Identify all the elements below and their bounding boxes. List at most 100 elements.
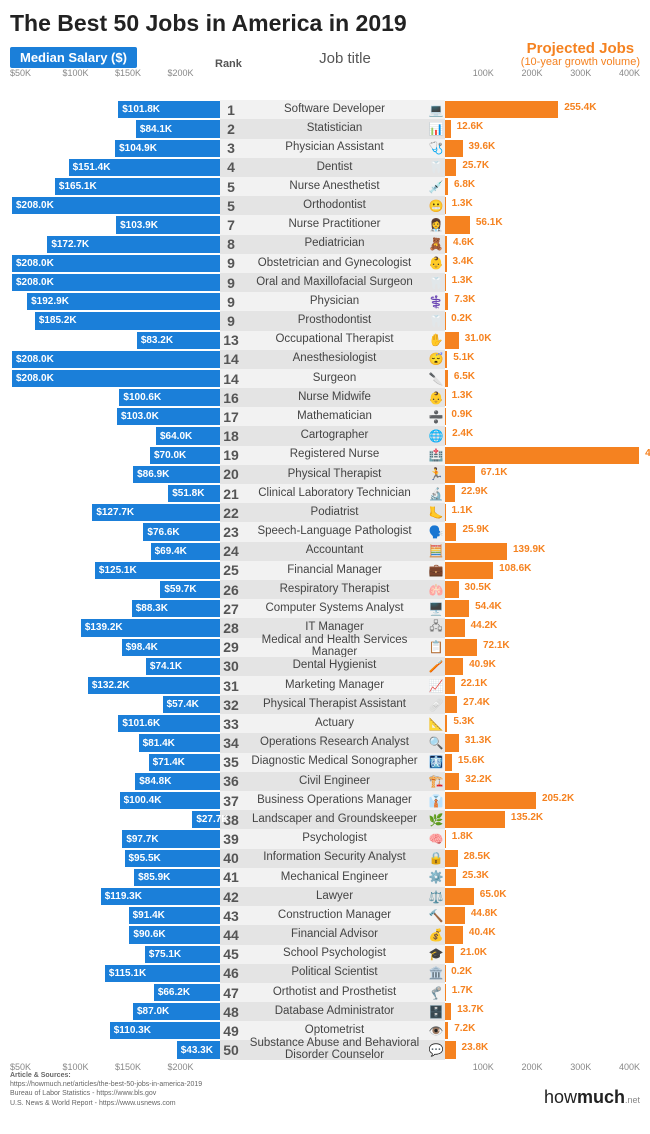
projected-cell: 25.3K <box>445 868 640 887</box>
job-icon: ⚕️ <box>427 293 445 311</box>
projected-cell: 2.4K <box>445 426 640 445</box>
mid-cell: 2Statistician📊 <box>220 119 445 138</box>
rank: 3 <box>220 140 242 156</box>
projected-label: 5.3K <box>449 716 474 727</box>
salary-cell: $76.6K <box>10 522 220 541</box>
projected-cell: 25.7K <box>445 158 640 177</box>
mid-cell: 31Marketing Manager📈 <box>220 676 445 695</box>
job-title: Medical and Health Services Manager <box>242 635 427 658</box>
mid-cell: 16Nurse Midwife👶 <box>220 388 445 407</box>
mid-cell: 23Speech-Language Pathologist🗣️ <box>220 522 445 541</box>
salary-label: $132.2K <box>88 680 134 691</box>
rank: 26 <box>220 582 242 598</box>
source-line: Bureau of Labor Statistics - https://www… <box>10 1090 156 1097</box>
job-row: $69.4K24Accountant🧮139.9K <box>10 542 640 561</box>
job-icon: 🪥 <box>427 657 445 675</box>
salary-bar: $90.6K <box>129 926 220 943</box>
salary-cell: $132.2K <box>10 676 220 695</box>
job-title: Financial Advisor <box>242 929 427 941</box>
salary-label: $74.1K <box>146 661 186 672</box>
salary-label: $84.1K <box>136 124 176 135</box>
mid-cell: 18Cartographer🌐 <box>220 426 445 445</box>
mid-cell: 1Software Developer💻 <box>220 100 445 119</box>
salary-cell: $66.2K <box>10 983 220 1002</box>
projected-bar <box>445 389 446 406</box>
mid-cell: 47Orthotist and Prosthetist🦿 <box>220 983 445 1002</box>
projected-cell: 3.4K <box>445 254 640 273</box>
rank: 5 <box>220 198 242 214</box>
salary-label: $103.9K <box>116 220 162 231</box>
salary-cell: $59.7K <box>10 580 220 599</box>
job-row: $165.1K5Nurse Anesthetist💉6.8K <box>10 177 640 196</box>
salary-label: $208.0K <box>12 258 58 269</box>
projected-label: 44.8K <box>467 908 498 919</box>
projected-cell: 30.5K <box>445 580 640 599</box>
job-icon: 🦷 <box>427 312 445 330</box>
projected-label: 13.7K <box>453 1004 484 1015</box>
projected-bar <box>445 869 456 886</box>
projected-bar <box>445 677 455 694</box>
projected-cell: 4.6K <box>445 235 640 254</box>
salary-label: $27.7K <box>192 814 232 825</box>
job-icon: ⚙️ <box>427 868 445 886</box>
mid-cell: 22Podiatrist🦶 <box>220 503 445 522</box>
mid-cell: 13Occupational Therapist✋ <box>220 331 445 350</box>
salary-bar: $27.7K <box>192 811 220 828</box>
projected-label: 25.3K <box>458 870 489 881</box>
logo-net: .net <box>625 1095 640 1105</box>
salary-cell: $103.9K <box>10 215 220 234</box>
job-title: Orthodontist <box>242 200 427 212</box>
salary-label: $192.9K <box>27 296 73 307</box>
job-icon: 🩹 <box>427 696 445 714</box>
salary-cell: $208.0K <box>10 273 220 292</box>
rank: 27 <box>220 601 242 617</box>
projected-label: 1.7K <box>448 985 473 996</box>
salary-label: $100.4K <box>120 795 166 806</box>
salary-bar: $103.9K <box>116 216 220 233</box>
projected-label: 31.3K <box>461 735 492 746</box>
salary-bar: $83.2K <box>137 332 220 349</box>
salary-cell: $151.4K <box>10 158 220 177</box>
salary-bar: $43.3K <box>177 1041 220 1058</box>
rank: 44 <box>220 927 242 943</box>
salary-legend: Median Salary ($) <box>10 47 137 68</box>
job-title: Optometrist <box>242 1025 427 1037</box>
projected-label: 30.5K <box>461 582 492 593</box>
job-icon: ⚖️ <box>427 888 445 906</box>
job-icon: 🦷 <box>427 274 445 292</box>
projected-bar <box>445 581 459 598</box>
projected-label: 27.4K <box>459 697 490 708</box>
salary-label: $165.1K <box>55 181 101 192</box>
source-line: https://howmuch.net/articles/the-best-50… <box>10 1081 202 1088</box>
job-title: Civil Engineer <box>242 776 427 788</box>
mid-cell: 5Orthodontist😬 <box>220 196 445 215</box>
salary-bar: $110.3K <box>110 1022 220 1039</box>
salary-cell: $115.1K <box>10 964 220 983</box>
projected-label: 44.2K <box>467 620 498 631</box>
mid-cell: 4Dentist🦷 <box>220 158 445 177</box>
job-row: $76.6K23Speech-Language Pathologist🗣️25.… <box>10 522 640 541</box>
projected-bar <box>445 600 469 617</box>
mid-cell: 30Dental Hygienist🪥 <box>220 657 445 676</box>
salary-bar: $95.5K <box>125 850 221 867</box>
rank: 47 <box>220 985 242 1001</box>
job-icon: 👶 <box>427 389 445 407</box>
salary-bar: $86.9K <box>133 466 220 483</box>
salary-cell: $192.9K <box>10 292 220 311</box>
projected-bar <box>445 216 470 233</box>
salary-cell: $172.7K <box>10 235 220 254</box>
projected-cell: 438.1K <box>445 446 640 465</box>
job-title: Financial Manager <box>242 565 427 577</box>
job-icon: 🗣️ <box>427 523 445 541</box>
salary-cell: $57.4K <box>10 695 220 714</box>
projected-cell: 54.4K <box>445 599 640 618</box>
salary-bar: $88.3K <box>132 600 220 617</box>
job-row: $74.1K30Dental Hygienist🪥40.9K <box>10 657 640 676</box>
projected-label: 1.3K <box>448 275 473 286</box>
salary-cell: $88.3K <box>10 599 220 618</box>
salary-cell: $208.0K <box>10 350 220 369</box>
job-title: Physician <box>242 296 427 308</box>
projected-bar <box>445 197 446 214</box>
job-icon: 🧸 <box>427 235 445 253</box>
projected-label: 0.2K <box>447 966 472 977</box>
